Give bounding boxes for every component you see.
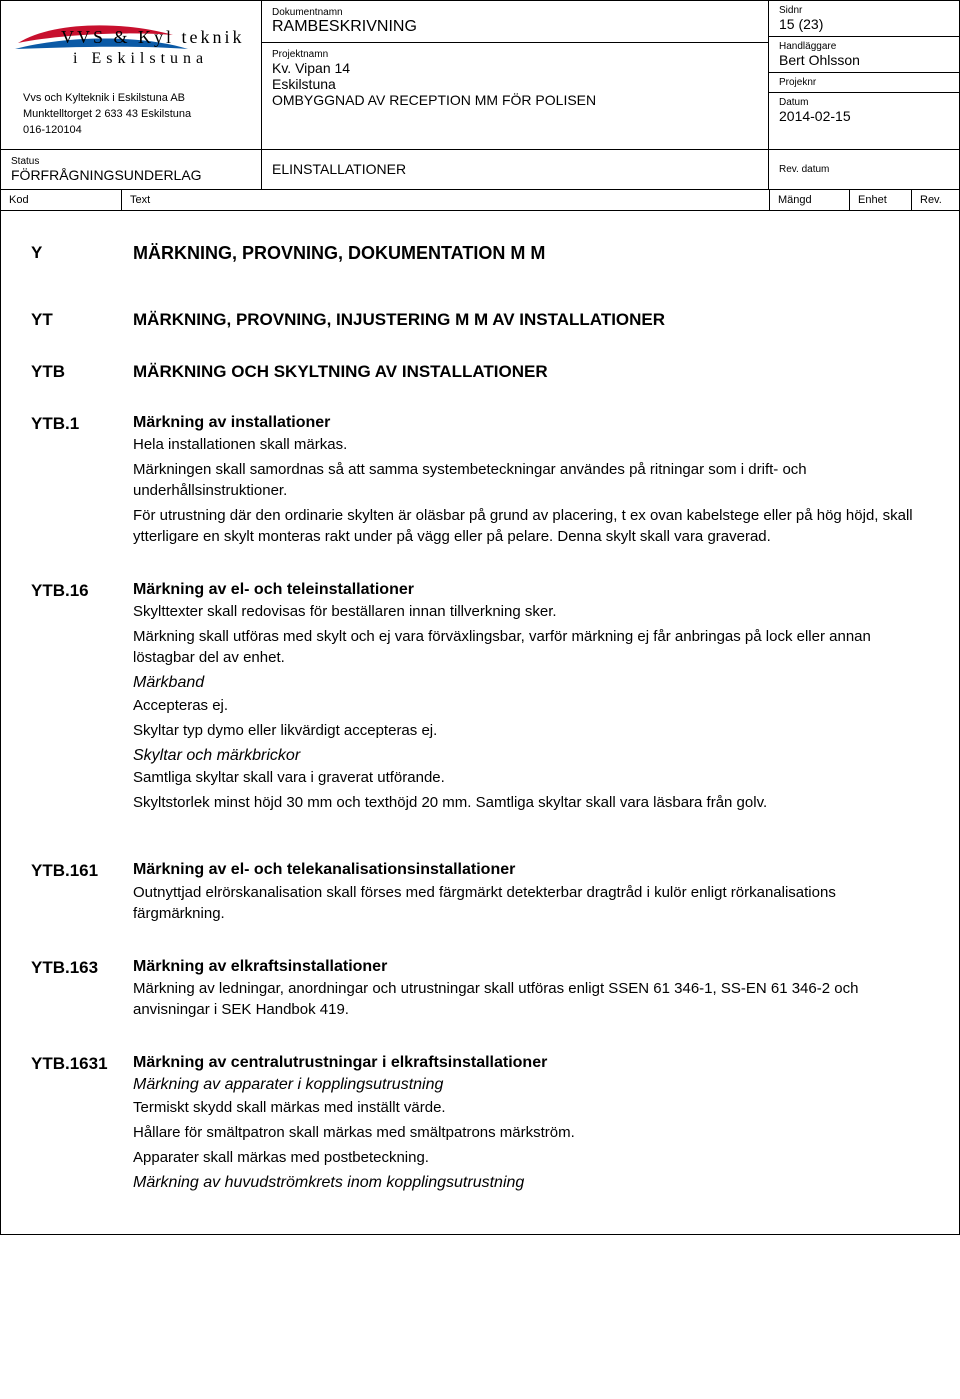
projektnamn-line: OMBYGGNAD AV RECEPTION MM FÖR POLISEN — [272, 92, 758, 108]
sidnr-value: 15 (23) — [779, 16, 949, 32]
dokumentnamn-cell: Dokumentnamn RAMBESKRIVNING — [262, 1, 768, 42]
section-code: YTB.163 — [31, 956, 121, 1024]
discipline-cell: ELINSTALLATIONER — [261, 150, 769, 189]
subheading: Skyltar och märkbrickor — [133, 745, 929, 767]
sidnr-label: Sidnr — [779, 5, 949, 16]
section-title: Märkning av el- och teleinstallationer — [133, 579, 929, 601]
status-label: Status — [11, 156, 251, 167]
header-left: VVS & Kyl teknik i Eskilstuna Vvs och Ky… — [1, 1, 261, 149]
paragraph: För utrustning där den ordinarie skylten… — [133, 505, 929, 547]
section-code: YTB.1631 — [31, 1052, 121, 1194]
section-title: Märkning av el- och telekanalisationsins… — [133, 859, 929, 881]
status-cell: Status FÖRFRÅGNINGSUNDERLAG — [1, 150, 261, 189]
paragraph: Märkning av ledningar, anordningar och u… — [133, 978, 929, 1020]
header-row2: Status FÖRFRÅGNINGSUNDERLAG ELINSTALLATI… — [1, 150, 959, 190]
paragraph: Termiskt skydd skall märkas med inställt… — [133, 1097, 929, 1118]
section-code: YTB — [31, 360, 121, 384]
projektnamn-line: Eskilstuna — [272, 76, 758, 92]
paragraph: Märkningen skall samordnas så att samma … — [133, 459, 929, 501]
col-mangd: Mängd — [769, 190, 849, 210]
paragraph: Accepteras ej. — [133, 695, 929, 716]
paragraph: Samtliga skyltar skall vara i graverat u… — [133, 767, 929, 788]
revdatum-label: Rev. datum — [779, 164, 829, 175]
section-YTB1: YTB.1 Märkning av installationer Hela in… — [31, 412, 929, 551]
company-logo-block: VVS & Kyl teknik i Eskilstuna — [1, 1, 261, 81]
header-right: Sidnr 15 (23) Handläggare Bert Ohlsson P… — [769, 1, 959, 149]
section-code: YTB.1 — [31, 412, 121, 551]
section-title: Märkning av installationer — [133, 412, 929, 434]
section-YTB161: YTB.161 Märkning av el- och telekanalisa… — [31, 859, 929, 927]
projeknr-cell: Projeknr — [769, 73, 959, 93]
paragraph: Skylttexter skall redovisas för beställa… — [133, 601, 929, 622]
section-title: MÄRKNING OCH SKYLTNING AV INSTALLATIONER — [133, 360, 929, 384]
section-YTB163: YTB.163 Märkning av elkraftsinstallation… — [31, 956, 929, 1024]
datum-cell: Datum 2014-02-15 — [769, 93, 959, 128]
subheading: Märkning av apparater i kopplingsutrustn… — [133, 1074, 929, 1096]
company-info: Vvs och Kylteknik i Eskilstuna AB Munkte… — [1, 81, 261, 149]
col-enhet: Enhet — [849, 190, 911, 210]
paragraph: Hela installationen skall märkas. — [133, 434, 929, 455]
section-YTB16: YTB.16 Märkning av el- och teleinstallat… — [31, 579, 929, 817]
section-title: MÄRKNING, PROVNING, DOKUMENTATION M M — [133, 241, 929, 266]
projektnamn-label: Projektnamn — [272, 49, 758, 60]
paragraph: Apparater skall märkas med postbetecknin… — [133, 1147, 929, 1168]
col-kod: Kod — [1, 190, 121, 210]
company-line: 016-120104 — [23, 123, 253, 139]
section-code: YTB.161 — [31, 859, 121, 927]
handlaggare-cell: Handläggare Bert Ohlsson — [769, 37, 959, 73]
company-line: Munktelltorget 2 633 43 Eskilstuna — [23, 107, 253, 123]
handlaggare-label: Handläggare — [779, 41, 949, 52]
header-row1: VVS & Kyl teknik i Eskilstuna Vvs och Ky… — [1, 1, 959, 150]
paragraph: Märkning skall utföras med skylt och ej … — [133, 626, 929, 668]
handlaggare-value: Bert Ohlsson — [779, 52, 949, 68]
section-YTB: YTB MÄRKNING OCH SKYLTNING AV INSTALLATI… — [31, 360, 929, 384]
col-text: Text — [121, 190, 769, 210]
paragraph: Outnyttjad elrörskanalisation skall förs… — [133, 882, 929, 924]
subheading: Märkning av huvudströmkrets inom kopplin… — [133, 1172, 929, 1194]
section-code: YT — [31, 308, 121, 332]
status-value: FÖRFRÅGNINGSUNDERLAG — [11, 167, 251, 183]
projeknr-label: Projeknr — [779, 77, 949, 88]
section-Y: Y MÄRKNING, PROVNING, DOKUMENTATION M M — [31, 241, 929, 266]
header-columns: Kod Text Mängd Enhet Rev. — [1, 190, 959, 211]
logo-swoosh-icon: VVS & Kyl teknik i Eskilstuna — [13, 13, 243, 73]
section-YTB1631: YTB.1631 Märkning av centralutrustningar… — [31, 1052, 929, 1194]
paragraph: Skyltstorlek minst höjd 30 mm och texthö… — [133, 792, 929, 813]
projektnamn-cell: Projektnamn Kv. Vipan 14 Eskilstuna OMBY… — [262, 42, 768, 149]
header-center: Dokumentnamn RAMBESKRIVNING Projektnamn … — [261, 1, 769, 149]
logo-text-line2: i Eskilstuna — [73, 50, 208, 67]
section-title: Märkning av centralutrustningar i elkraf… — [133, 1052, 929, 1074]
datum-label: Datum — [779, 97, 949, 108]
projektnamn-line: Kv. Vipan 14 — [272, 60, 758, 76]
datum-value: 2014-02-15 — [779, 108, 949, 124]
logo-text-line1: VVS & Kyl teknik — [61, 27, 243, 47]
col-rev: Rev. — [911, 190, 959, 210]
dokumentnamn-value: RAMBESKRIVNING — [272, 18, 758, 36]
document-page: VVS & Kyl teknik i Eskilstuna Vvs och Ky… — [0, 0, 960, 1235]
section-title: Märkning av elkraftsinstallationer — [133, 956, 929, 978]
sidnr-cell: Sidnr 15 (23) — [769, 1, 959, 37]
subheading: Märkband — [133, 672, 929, 694]
company-line: Vvs och Kylteknik i Eskilstuna AB — [23, 91, 253, 107]
revdatum-cell: Rev. datum — [769, 150, 959, 189]
document-body: Y MÄRKNING, PROVNING, DOKUMENTATION M M … — [1, 211, 959, 1234]
discipline-value: ELINSTALLATIONER — [272, 161, 406, 177]
section-title: MÄRKNING, PROVNING, INJUSTERING M M AV I… — [133, 308, 929, 332]
paragraph: Skyltar typ dymo eller likvärdigt accept… — [133, 720, 929, 741]
dokumentnamn-label: Dokumentnamn — [272, 7, 758, 18]
section-code: YTB.16 — [31, 579, 121, 817]
paragraph: Hållare för smältpatron skall märkas med… — [133, 1122, 929, 1143]
section-YT: YT MÄRKNING, PROVNING, INJUSTERING M M A… — [31, 308, 929, 332]
section-code: Y — [31, 241, 121, 266]
